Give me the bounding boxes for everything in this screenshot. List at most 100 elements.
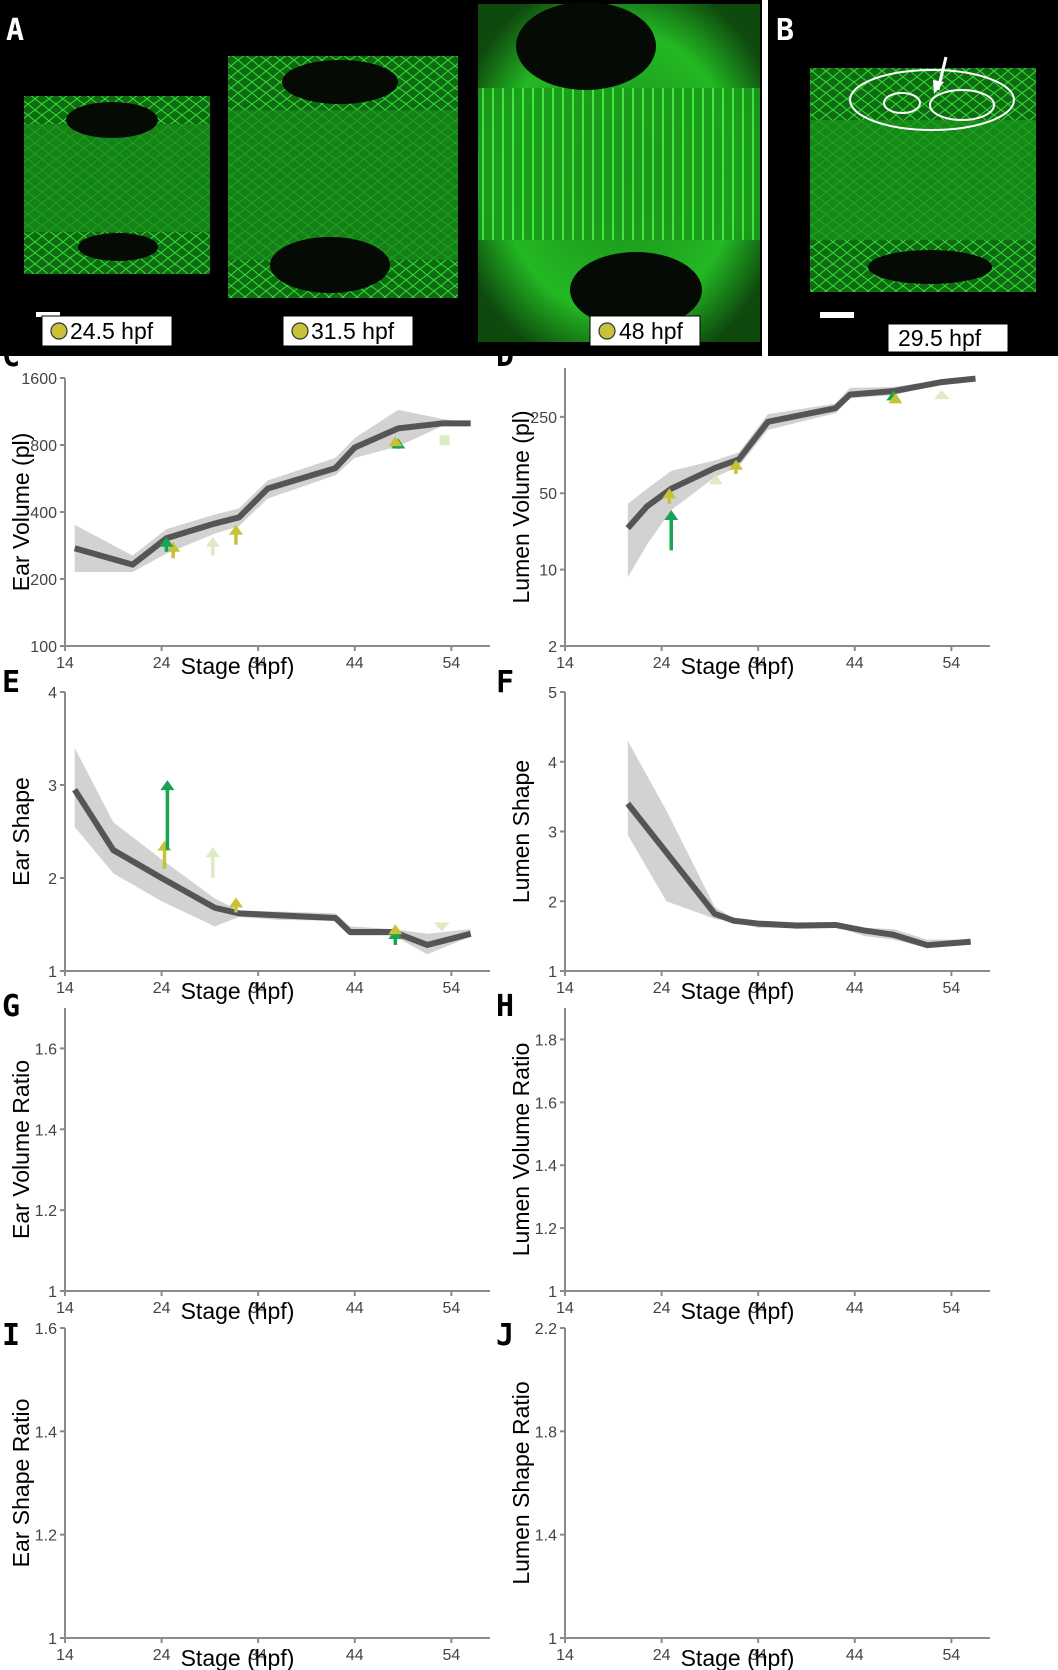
arrowhead-icon	[388, 924, 403, 935]
x-tick-label: 44	[346, 1300, 364, 1317]
y-tick-label: 1.4	[535, 1528, 557, 1545]
chart-j: 1 1.4 1.8 2.2 14 24 34 44 54 Stage (hpf) Lumen Sha…	[508, 1321, 990, 1670]
y-axis-title: Lumen Volume Ratio	[508, 1043, 534, 1257]
y-tick-label: 3	[48, 778, 57, 795]
arrowhead-icon	[157, 840, 172, 851]
panel-letter-e: E	[2, 665, 20, 700]
x-tick-label: 24	[653, 1647, 671, 1664]
x-tick-label: 54	[442, 1300, 460, 1317]
stage-label-text: 48 hpf	[619, 318, 684, 344]
arrowhead-icon	[205, 847, 220, 858]
chart-g: 1 1.2 1.4 1.6 14 24 34 44 54 Stage (hpf) Ear Volum…	[8, 1008, 490, 1324]
stage-label-box-3: 48 hpf	[589, 315, 701, 347]
x-tick-label: 44	[346, 655, 364, 672]
y-tick-label: 100	[30, 639, 57, 656]
y-axis-title: Lumen Shape Ratio	[508, 1381, 534, 1584]
x-tick-label: 44	[846, 655, 864, 672]
stage-label-box-1: 24.5 hpf	[41, 315, 173, 347]
panel-letter-a: A	[6, 13, 24, 48]
x-axis-title: Stage (hpf)	[181, 1298, 295, 1324]
y-tick-label: 1.8	[535, 1424, 557, 1441]
y-tick-label: 3	[548, 825, 557, 842]
x-tick-label: 54	[942, 980, 960, 997]
x-axis-title: Stage (hpf)	[181, 1645, 295, 1670]
y-tick-label: 1.4	[35, 1424, 57, 1441]
x-tick-label: 14	[56, 980, 74, 997]
y-tick-label: 800	[30, 438, 57, 455]
y-tick-label: 10	[539, 563, 557, 580]
arrowhead-icon	[205, 536, 220, 547]
square-marker	[439, 435, 450, 446]
x-tick-label: 44	[846, 980, 864, 997]
y-tick-label: 1.4	[535, 1158, 557, 1175]
y-tick-label: 1	[48, 1284, 57, 1301]
y-axis-title: Ear Volume (pl)	[8, 433, 34, 592]
arrowhead-icon	[728, 459, 743, 470]
lumen-outline	[883, 92, 921, 114]
y-tick-label: 1	[48, 1631, 57, 1648]
triangle-marker	[933, 390, 950, 400]
y-tick-label: 400	[30, 505, 57, 522]
y-tick-label: 2	[548, 894, 557, 911]
panel-letter-j: J	[496, 1318, 514, 1353]
x-tick-label: 34	[249, 1647, 267, 1664]
micrograph-31-5hpf	[228, 56, 458, 298]
y-tick-label: 1	[548, 1284, 557, 1301]
arrowhead-icon	[708, 474, 723, 485]
x-tick-label: 14	[56, 1647, 74, 1664]
panel-letter-i: I	[2, 1318, 20, 1353]
x-tick-label: 14	[556, 980, 574, 997]
y-tick-label: 1.6	[535, 1095, 557, 1112]
x-tick-label: 14	[556, 655, 574, 672]
arrowhead-icon	[159, 536, 174, 547]
arrowhead-icon	[228, 524, 243, 535]
chart-i: 1 1.2 1.4 1.6 14 24 34 44 54 Stage (hpf) Ear Shape…	[8, 1321, 490, 1670]
y-tick-label: 2	[48, 871, 57, 888]
y-tick-label: 1.2	[35, 1528, 57, 1545]
y-tick-label: 50	[539, 486, 557, 503]
x-tick-label: 54	[442, 980, 460, 997]
x-axis-title: Stage (hpf)	[181, 653, 295, 679]
scale-bar	[36, 312, 60, 317]
x-tick-label: 54	[442, 655, 460, 672]
y-tick-label: 1	[548, 964, 557, 981]
y-tick-label: 4	[48, 685, 57, 702]
x-axis-title: Stage (hpf)	[681, 978, 795, 1004]
y-axis-title: Ear Shape Ratio	[8, 1399, 34, 1568]
scale-bar	[820, 312, 854, 318]
stage-label-box-2: 31.5 hpf	[282, 315, 414, 347]
y-tick-label: 1.2	[35, 1203, 57, 1220]
x-tick-label: 34	[749, 1300, 767, 1317]
x-tick-label: 24	[153, 655, 171, 672]
x-tick-label: 44	[846, 1300, 864, 1317]
x-tick-label: 54	[942, 1647, 960, 1664]
x-tick-label: 34	[249, 980, 267, 997]
y-tick-label: 1	[548, 1631, 557, 1648]
stage-label-text: 24.5 hpf	[70, 318, 154, 344]
micrograph-24-5hpf	[24, 96, 210, 317]
arrowhead-icon	[664, 509, 679, 520]
chart-c: 100 200 400 800 1600 14 24 34 44 54 Stage (hpf) Ear…	[8, 371, 490, 679]
y-tick-label: 1.2	[535, 1221, 557, 1238]
panel-letter-b: B	[776, 13, 794, 48]
x-tick-label: 14	[56, 1300, 74, 1317]
x-tick-label: 34	[749, 655, 767, 672]
chart-d: 2 10 50 250 14 24 34 44 54 Stage (hpf) Lumen Volum…	[508, 368, 990, 679]
x-tick-label: 34	[749, 1647, 767, 1664]
y-axis-title: Ear Shape	[8, 777, 34, 886]
x-tick-label: 14	[556, 1300, 574, 1317]
y-tick-label: 200	[30, 572, 57, 589]
yellow-marker-icon	[291, 322, 309, 340]
y-tick-label: 4	[548, 755, 557, 772]
panel-letter-d: D	[496, 339, 514, 374]
x-axis-title: Stage (hpf)	[681, 1645, 795, 1670]
ear-outline	[849, 69, 1015, 131]
y-axis-title: Lumen Volume (pl)	[508, 410, 534, 603]
y-axis-title: Ear Volume Ratio	[8, 1060, 34, 1239]
arrowhead-icon	[933, 80, 944, 94]
mean-line	[625, 801, 971, 949]
x-tick-label: 34	[249, 1300, 267, 1317]
arrowhead-icon	[228, 897, 243, 908]
x-tick-label: 24	[653, 980, 671, 997]
